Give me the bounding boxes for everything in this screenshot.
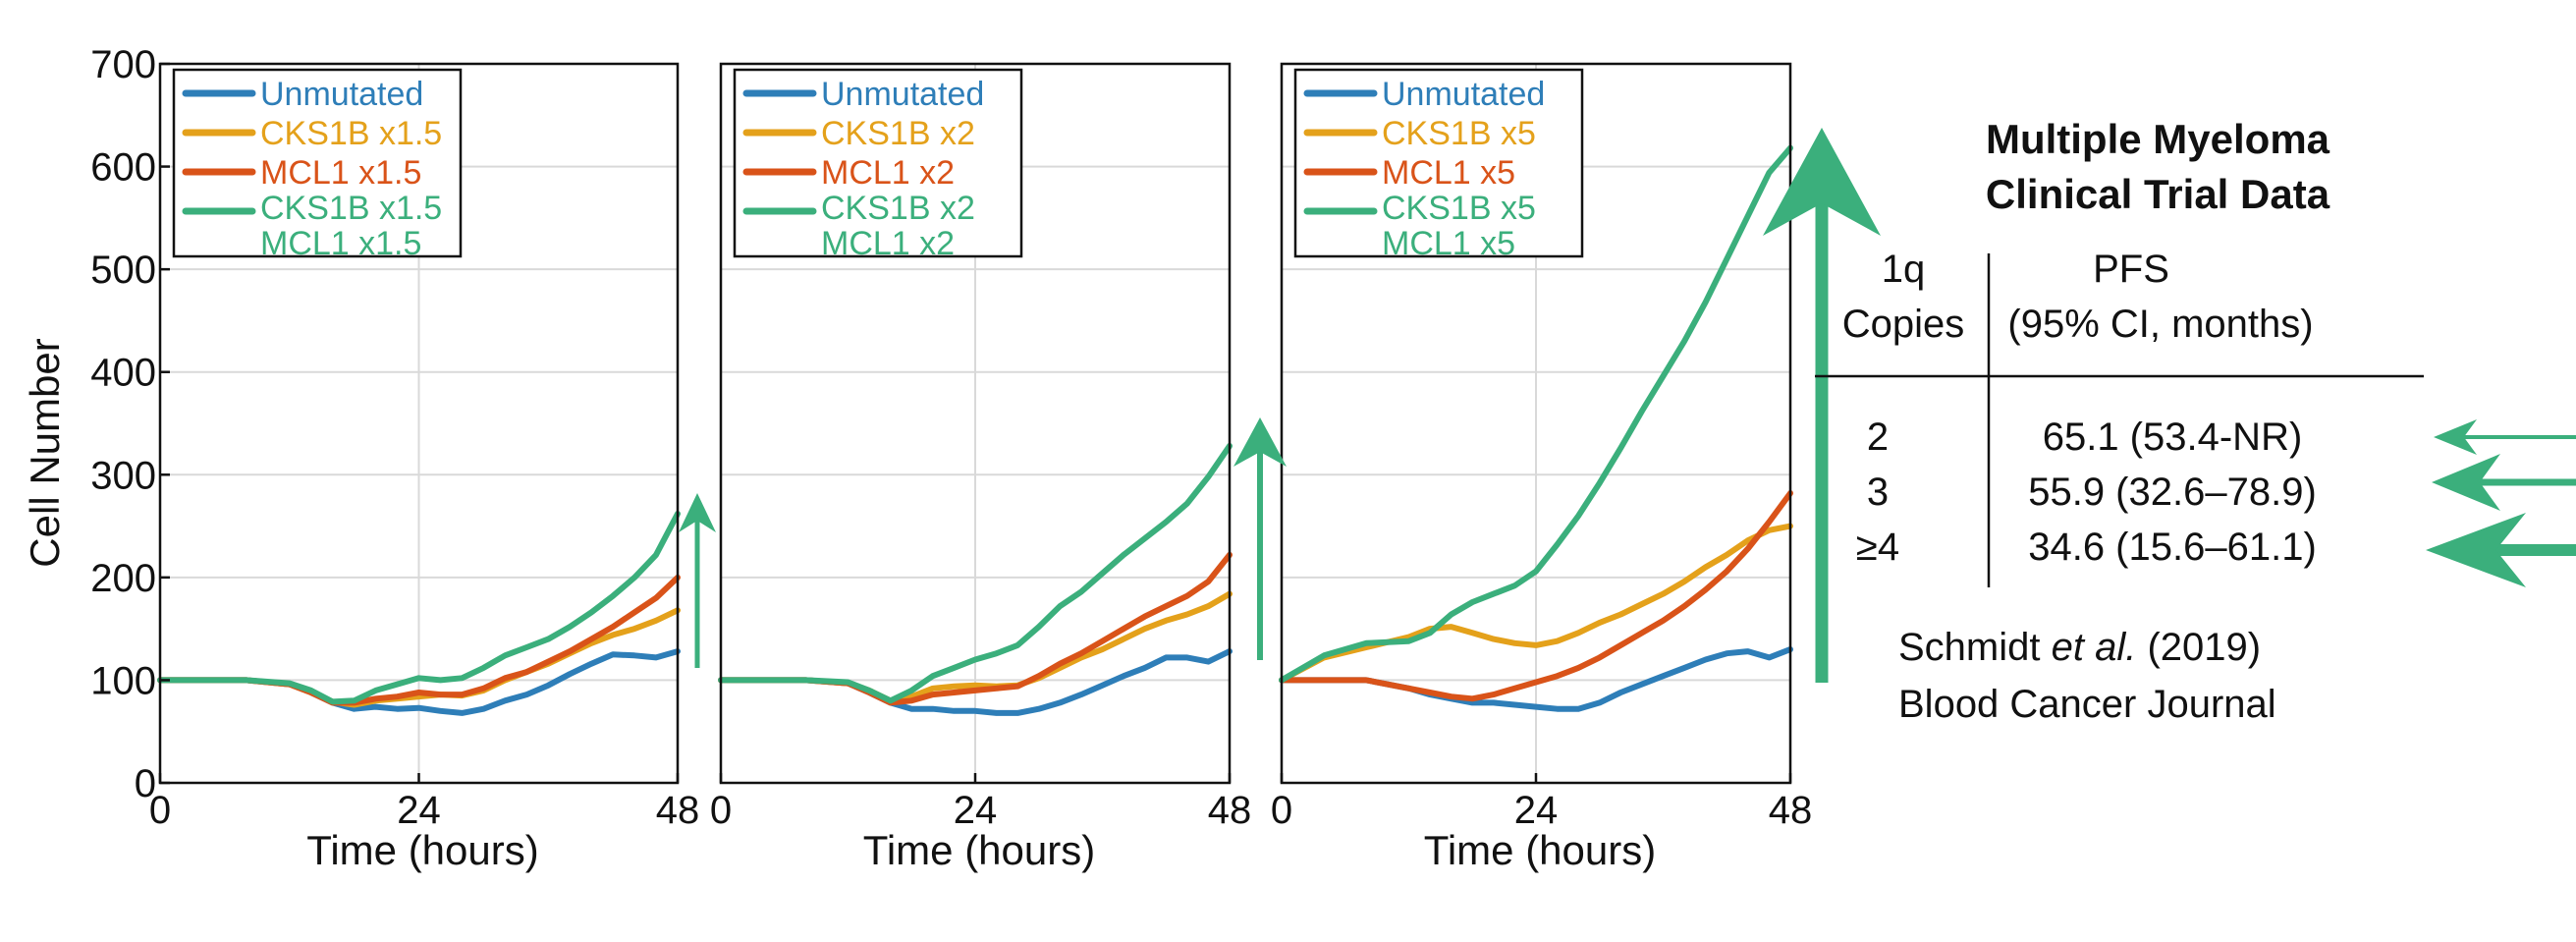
citation-line1: Schmidt et al. (2019): [1898, 626, 2261, 669]
x-tick-label: 24: [954, 789, 998, 832]
legend-label: CKS1B x1.5: [260, 115, 442, 152]
trial-row: 3 55.9 (32.6–78.9): [1867, 471, 2317, 514]
arrow-row-2-shaft: [2473, 478, 2576, 486]
x-axis-title: Time (hours): [863, 827, 1095, 873]
series-line-3: [1279, 490, 1793, 702]
x-axis-title: Time (hours): [1424, 827, 1656, 873]
arrow-panel-3-shaft: [1815, 193, 1829, 683]
legend-label: CKS1B x5: [1382, 115, 1536, 152]
y-tick-label: 0: [135, 762, 156, 805]
trial-row-pfs: 65.1 (53.4-NR): [2043, 416, 2303, 459]
citation-author: Schmidt: [1898, 626, 2041, 669]
arrow-row-1-head: [2434, 419, 2477, 455]
x-axis-title: Time (hours): [306, 827, 538, 873]
y-tick-label: 600: [90, 146, 156, 190]
chart-panel-1: 0 24 48 0 100 200 300 400 500 600 700 Time (hours) C…: [22, 43, 699, 873]
series-line-4: [1279, 144, 1793, 684]
copies-header-line1: 1q: [1882, 248, 1926, 291]
pfs-header-line1: PFS: [2093, 248, 2169, 291]
series-line-4: [718, 443, 1233, 704]
trial-rows: 2 65.1 (53.4-NR) 3 55.9 (32.6–78.9) ≥4 34.6 (…: [1856, 416, 2317, 569]
legend-label: CKS1B x5: [1382, 190, 1536, 227]
arrow-panel-2-shaft: [1257, 447, 1263, 660]
legend-label: MCL1 x1.5: [260, 225, 421, 262]
arrow-panel-3-head: [1763, 128, 1881, 236]
trial-row-copies: ≥4: [1856, 526, 1899, 569]
arrow-panel-1-shaft: [694, 517, 700, 668]
trial-row-copies: 3: [1867, 471, 1889, 514]
series-line-4: [157, 511, 681, 705]
arrow-panel-2-head: [1233, 417, 1287, 467]
arrow-row-1-shaft: [2459, 435, 2576, 439]
x-tick-label: 0: [1271, 789, 1292, 832]
citation-year: (2019): [2147, 626, 2261, 669]
y-tick-label: 300: [90, 454, 156, 497]
trial-row: 2 65.1 (53.4-NR): [1867, 416, 2302, 459]
legend-box: [733, 68, 1023, 258]
x-tick-label: 24: [397, 789, 441, 832]
legend-label: Unmutated: [1382, 76, 1545, 113]
trial-row-pfs: 34.6 (15.6–61.1): [2028, 526, 2317, 569]
y-tick-label: 100: [90, 659, 156, 702]
x-tick-label: 0: [710, 789, 732, 832]
x-tick-label: 24: [1514, 789, 1559, 832]
y-tick-label: 700: [90, 43, 156, 86]
x-tick-label: 48: [1769, 789, 1813, 832]
y-tick-label: 200: [90, 557, 156, 600]
legend-label: MCL1 x2: [821, 225, 955, 262]
legend-label: MCL1 x5: [1382, 154, 1515, 192]
x-tick-label: 0: [149, 789, 171, 832]
legend-box: [172, 68, 463, 258]
growth-arrows: [679, 128, 2576, 683]
legend-label: Unmutated: [821, 76, 984, 113]
trial-row-copies: 2: [1867, 416, 1889, 459]
citation-journal: Blood Cancer Journal: [1898, 683, 2276, 726]
legend-label: MCL1 x1.5: [260, 154, 421, 192]
citation-etal: et al.: [2052, 626, 2137, 669]
x-tick-label: 48: [1208, 789, 1252, 832]
legend-label: MCL1 x5: [1382, 225, 1515, 262]
copies-header-line2: Copies: [1842, 303, 1965, 346]
legend-label: CKS1B x2: [821, 115, 975, 152]
trial-row: ≥4 34.6 (15.6–61.1): [1856, 526, 2317, 569]
trial-title-line1: Multiple Myeloma: [1986, 116, 2330, 162]
arrow-panel-1-head: [679, 493, 716, 532]
arrow-row-3-head: [2426, 513, 2526, 587]
legend-label: CKS1B x2: [821, 190, 975, 227]
y-tick-label: 500: [90, 249, 156, 292]
y-tick-label: 400: [90, 352, 156, 395]
trial-row-pfs: 55.9 (32.6–78.9): [2028, 471, 2317, 514]
y-axis-title: Cell Number: [22, 338, 68, 567]
arrow-row-2-head: [2432, 454, 2500, 511]
trial-title-line2: Clinical Trial Data: [1986, 171, 2330, 217]
arrow-row-3-shaft: [2486, 544, 2576, 556]
legend-label: CKS1B x1.5: [260, 190, 442, 227]
legend-box: [1293, 68, 1584, 258]
x-tick-label: 48: [656, 789, 700, 832]
trial-table: Multiple Myeloma Clinical Trial Data 1q …: [1815, 116, 2424, 726]
pfs-header-line2: (95% CI, months): [2007, 303, 2313, 346]
legend-label: MCL1 x2: [821, 154, 955, 192]
series-line-2: [1279, 523, 1793, 684]
legend-label: Unmutated: [260, 76, 423, 113]
